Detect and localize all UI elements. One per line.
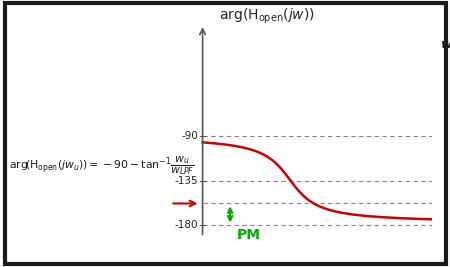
Text: $\mathrm{arg}(\mathrm{H}_{\mathrm{open}}(jw))$: $\mathrm{arg}(\mathrm{H}_{\mathrm{open}}… <box>219 7 315 26</box>
Text: PM: PM <box>237 228 261 242</box>
Text: w: w <box>441 38 450 51</box>
Text: $\mathrm{arg}\!\left(\mathrm{H}_{\mathrm{open}}(jw_u)\right) = -90 - \tan^{-1}\!: $\mathrm{arg}\!\left(\mathrm{H}_{\mathrm… <box>9 154 194 177</box>
Text: -90: -90 <box>181 131 198 141</box>
Text: -135: -135 <box>175 176 198 186</box>
Text: -180: -180 <box>175 220 198 230</box>
